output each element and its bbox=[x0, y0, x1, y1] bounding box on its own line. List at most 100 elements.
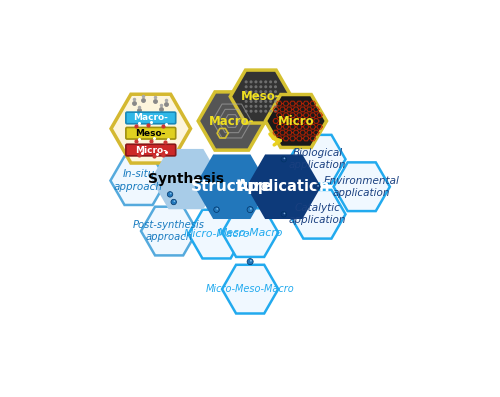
Circle shape bbox=[254, 100, 258, 103]
Circle shape bbox=[244, 105, 248, 108]
Circle shape bbox=[250, 85, 252, 88]
Text: Micro-: Micro- bbox=[135, 146, 166, 154]
Circle shape bbox=[254, 95, 258, 98]
Circle shape bbox=[250, 105, 252, 108]
Circle shape bbox=[250, 260, 252, 262]
Circle shape bbox=[274, 80, 277, 83]
FancyBboxPatch shape bbox=[126, 144, 176, 156]
Circle shape bbox=[244, 90, 248, 93]
Circle shape bbox=[244, 85, 248, 88]
Polygon shape bbox=[196, 156, 268, 218]
Polygon shape bbox=[334, 162, 390, 211]
Polygon shape bbox=[141, 207, 198, 255]
Text: Micro-Meso-Macro: Micro-Meso-Macro bbox=[206, 284, 294, 294]
Polygon shape bbox=[152, 150, 220, 208]
Circle shape bbox=[168, 192, 173, 197]
Circle shape bbox=[269, 90, 272, 93]
Circle shape bbox=[250, 110, 252, 113]
Circle shape bbox=[264, 95, 268, 98]
Circle shape bbox=[214, 207, 220, 212]
Circle shape bbox=[247, 206, 253, 213]
Polygon shape bbox=[110, 156, 166, 205]
Polygon shape bbox=[222, 265, 278, 314]
Text: Meso-: Meso- bbox=[136, 129, 166, 138]
Circle shape bbox=[264, 110, 268, 113]
Circle shape bbox=[281, 156, 286, 162]
Polygon shape bbox=[290, 190, 346, 239]
Text: Micro: Micro bbox=[278, 114, 314, 127]
Circle shape bbox=[254, 85, 258, 88]
Circle shape bbox=[260, 80, 262, 83]
Circle shape bbox=[269, 105, 272, 108]
Circle shape bbox=[216, 208, 218, 210]
Circle shape bbox=[244, 100, 248, 103]
Circle shape bbox=[264, 80, 268, 83]
FancyBboxPatch shape bbox=[126, 127, 176, 139]
Text: Macro-: Macro- bbox=[209, 114, 254, 127]
Circle shape bbox=[247, 258, 253, 265]
FancyArrowPatch shape bbox=[270, 134, 280, 145]
Circle shape bbox=[269, 100, 272, 103]
Circle shape bbox=[170, 193, 172, 195]
Circle shape bbox=[254, 110, 258, 113]
Circle shape bbox=[250, 90, 252, 93]
Text: Meso-: Meso- bbox=[241, 90, 281, 103]
Circle shape bbox=[318, 185, 319, 187]
Circle shape bbox=[244, 80, 248, 83]
Text: In-situ
approach: In-situ approach bbox=[114, 170, 163, 192]
Circle shape bbox=[274, 100, 277, 103]
Circle shape bbox=[284, 158, 286, 159]
Circle shape bbox=[254, 105, 258, 108]
Polygon shape bbox=[266, 94, 326, 147]
Polygon shape bbox=[198, 92, 266, 150]
Text: Macro-: Macro- bbox=[134, 114, 168, 122]
Circle shape bbox=[274, 90, 277, 93]
Text: Micro-Macro: Micro-Macro bbox=[184, 229, 250, 239]
Circle shape bbox=[281, 212, 286, 217]
Circle shape bbox=[254, 90, 258, 93]
Polygon shape bbox=[188, 210, 244, 258]
Text: Application: Application bbox=[237, 179, 330, 194]
Circle shape bbox=[274, 95, 277, 98]
Text: Catalytic
application: Catalytic application bbox=[288, 203, 346, 225]
Circle shape bbox=[244, 110, 248, 113]
Text: Structure: Structure bbox=[191, 179, 272, 194]
Circle shape bbox=[260, 100, 262, 103]
Circle shape bbox=[260, 90, 262, 93]
Circle shape bbox=[254, 80, 258, 83]
Text: Meso-Macro: Meso-Macro bbox=[218, 227, 283, 237]
Circle shape bbox=[244, 95, 248, 98]
Circle shape bbox=[274, 105, 277, 108]
Polygon shape bbox=[111, 94, 190, 163]
Text: Biological
application: Biological application bbox=[288, 148, 346, 170]
Circle shape bbox=[250, 80, 252, 83]
Polygon shape bbox=[222, 208, 278, 257]
Circle shape bbox=[284, 212, 286, 214]
Circle shape bbox=[260, 110, 262, 113]
Text: Post-synthesis
approach: Post-synthesis approach bbox=[133, 220, 205, 242]
Circle shape bbox=[174, 200, 175, 202]
Text: Environmental
application: Environmental application bbox=[324, 175, 400, 198]
Circle shape bbox=[269, 110, 272, 113]
Circle shape bbox=[260, 95, 262, 98]
Circle shape bbox=[264, 105, 268, 108]
Circle shape bbox=[260, 105, 262, 108]
Circle shape bbox=[264, 85, 268, 88]
Polygon shape bbox=[290, 135, 346, 183]
Circle shape bbox=[250, 208, 252, 210]
Circle shape bbox=[264, 90, 268, 93]
Circle shape bbox=[250, 100, 252, 103]
Circle shape bbox=[269, 85, 272, 88]
Circle shape bbox=[269, 80, 272, 83]
Polygon shape bbox=[230, 70, 292, 123]
Polygon shape bbox=[248, 156, 320, 218]
Circle shape bbox=[264, 100, 268, 103]
Circle shape bbox=[274, 85, 277, 88]
Circle shape bbox=[260, 85, 262, 88]
Text: Synthesis: Synthesis bbox=[148, 172, 224, 186]
Circle shape bbox=[274, 110, 277, 113]
FancyBboxPatch shape bbox=[126, 112, 176, 124]
Circle shape bbox=[269, 95, 272, 98]
Circle shape bbox=[171, 199, 176, 205]
Circle shape bbox=[314, 184, 320, 189]
